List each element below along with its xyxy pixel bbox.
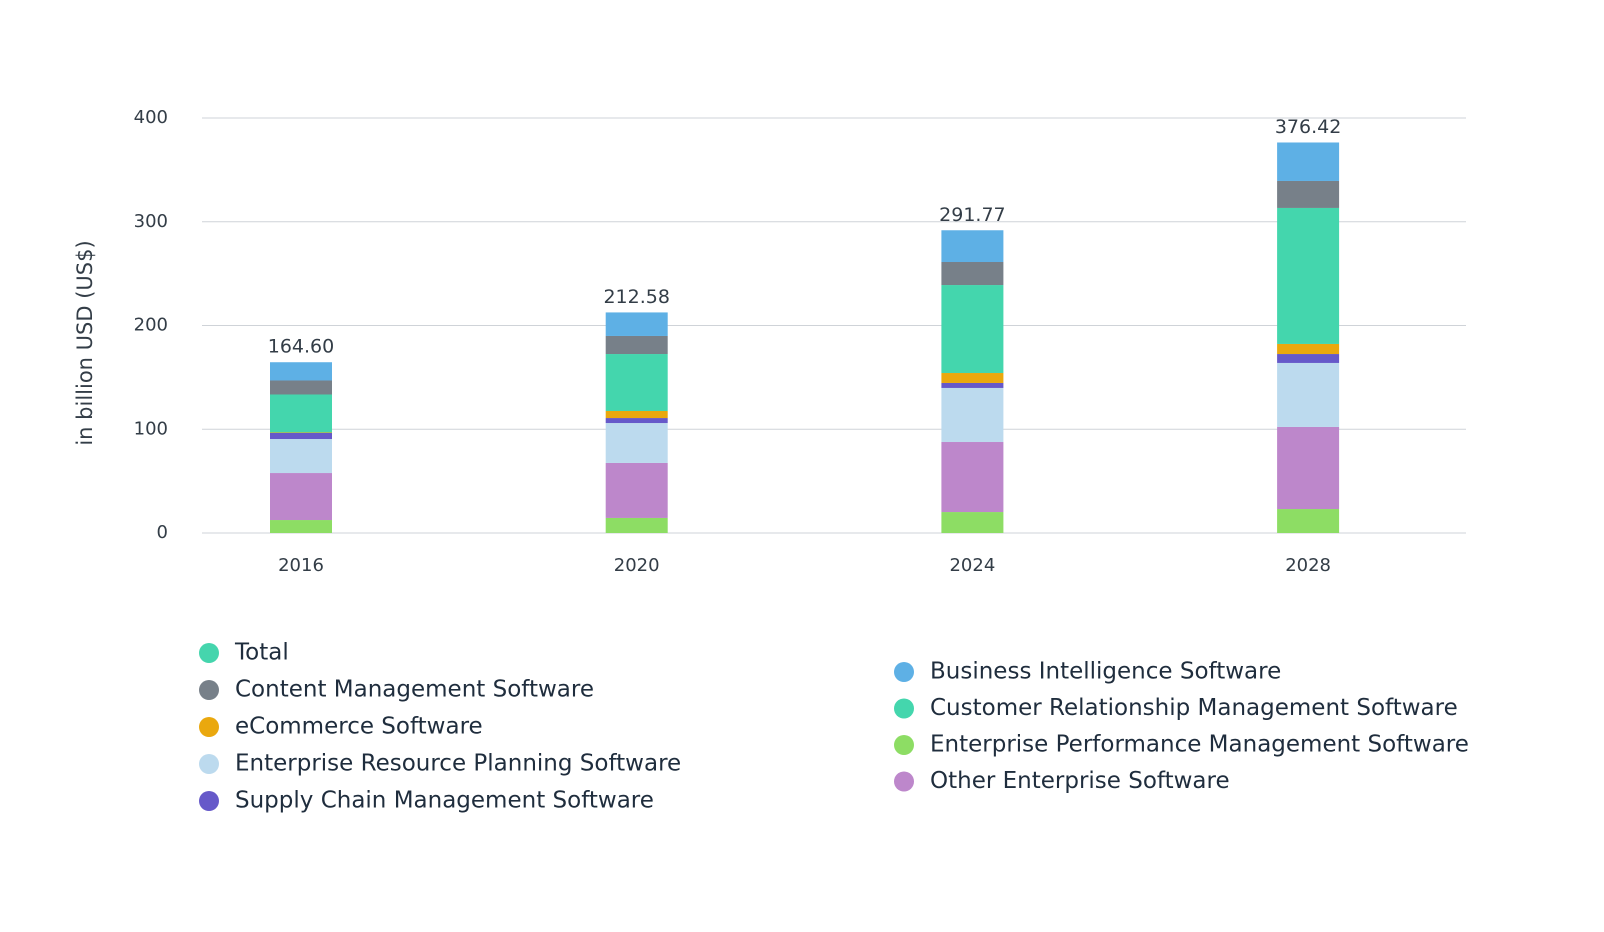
legend-label: Total (234, 640, 289, 666)
x-tick-label: 2020 (614, 555, 660, 576)
legend-label: eCommerce Software (235, 714, 483, 740)
bar-segment (605, 410, 668, 419)
bar-segment (270, 473, 332, 521)
bar-segment (605, 354, 668, 411)
x-tick-label: 2028 (1285, 555, 1331, 576)
legend-marker (894, 662, 914, 682)
x-tick-label: 2024 (949, 555, 995, 576)
bar-segment (1277, 426, 1340, 510)
legend-marker (199, 791, 219, 811)
bar-segment (605, 418, 668, 424)
legend-marker (894, 735, 914, 755)
bar-segment (1277, 343, 1340, 355)
legend-marker (199, 717, 219, 737)
bar-segment (1277, 362, 1340, 427)
bar-segment (941, 230, 1004, 263)
y-tick-label: 200 (134, 315, 168, 336)
y-tick-label: 300 (134, 211, 168, 232)
total-label: 212.58 (603, 286, 669, 308)
bar-segment (270, 432, 332, 440)
legend-marker (894, 698, 914, 719)
bar-segment (941, 382, 1004, 388)
bar-segment (605, 517, 668, 533)
y-tick-label: 100 (134, 418, 168, 439)
legend-label: Business Intelligence Software (930, 659, 1281, 685)
legend-label: Other Enterprise Software (930, 768, 1230, 794)
legend-label: Enterprise Performance Management Softwa… (930, 732, 1469, 758)
legend-marker (199, 754, 219, 774)
bar-segment (941, 387, 1004, 443)
bar-segment (270, 380, 332, 395)
legend-label: Enterprise Resource Planning Software (235, 751, 681, 777)
bar-segment (605, 462, 668, 518)
legend-label: Content Management Software (235, 677, 594, 703)
legend-marker (199, 643, 219, 663)
bar-segment (1277, 509, 1340, 533)
total-label: 376.42 (1275, 116, 1341, 138)
total-label: 164.60 (268, 336, 334, 358)
bar-segment (605, 312, 668, 336)
bar-segment (941, 442, 1004, 513)
y-tick-label: 0 (157, 522, 168, 543)
bar-segment (1277, 207, 1340, 344)
bar-segment (270, 432, 332, 433)
bar-segment (1277, 180, 1340, 208)
bar-segment (605, 423, 668, 463)
y-tick-label: 400 (134, 107, 168, 128)
legend-marker (894, 771, 914, 792)
bar-segment (605, 335, 668, 355)
legend-label: Supply Chain Management Software (235, 788, 654, 814)
legend-label: Customer Relationship Management Softwar… (930, 695, 1458, 721)
bar-segment (270, 362, 332, 381)
bar-segment (270, 394, 332, 433)
x-tick-label: 2016 (278, 555, 324, 576)
bar-segment (941, 285, 1004, 374)
bar-segment (1277, 142, 1340, 181)
y-axis-title: in billion USD (US$) (73, 240, 97, 445)
total-label: 291.77 (939, 204, 1005, 226)
bar-segment (941, 512, 1004, 533)
legend-marker (199, 680, 219, 700)
bar-segment (270, 439, 332, 474)
bar-segment (941, 262, 1004, 286)
bar-segment (270, 520, 332, 533)
bar-segment (941, 373, 1004, 383)
bar-segment (1277, 354, 1340, 363)
